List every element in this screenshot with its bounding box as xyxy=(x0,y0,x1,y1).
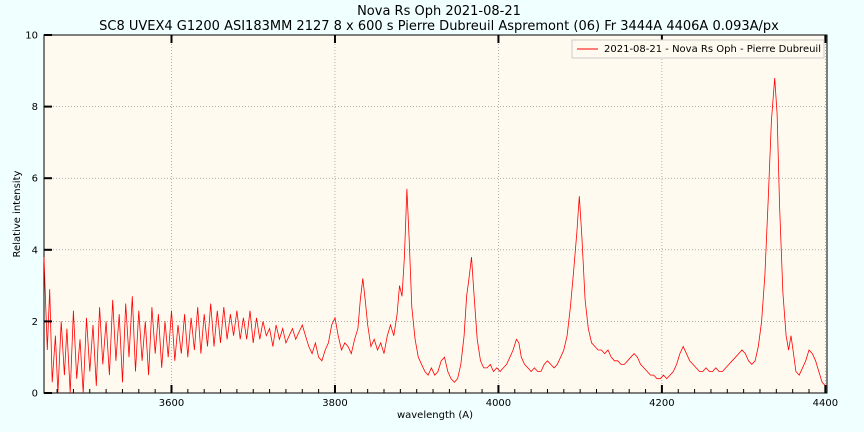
y-tick-label: 2 xyxy=(32,317,38,328)
x-tick-label: 4200 xyxy=(649,398,674,409)
legend: 2021-08-21 - Nova Rs Oph - Pierre Dubreu… xyxy=(571,39,825,59)
x-tick-label: 3800 xyxy=(322,398,347,409)
x-tick-label: 4000 xyxy=(486,398,511,409)
series-layer xyxy=(43,77,826,394)
x-tick-label: 3600 xyxy=(159,398,184,409)
legend-entry: 2021-08-21 - Nova Rs Oph - Pierre Dubreu… xyxy=(604,44,821,55)
chart-subtitle: SC8 UVEX4 G1200 ASI183MM 2127 8 x 600 s … xyxy=(99,19,779,34)
plot-area xyxy=(43,34,828,394)
x-tick-label: 4400 xyxy=(813,398,838,409)
series-line xyxy=(43,77,826,394)
x-axis-label: wavelength (A) xyxy=(397,410,473,421)
tick-layer: 3600 3800 4000 4200 4400 0 2 4 6 8 10 xyxy=(25,31,838,410)
y-tick-label: 8 xyxy=(32,102,38,113)
chart-title: Nova Rs Oph 2021-08-21 xyxy=(357,4,521,19)
y-tick-label: 6 xyxy=(32,174,38,185)
y-tick-label: 4 xyxy=(32,245,38,256)
y-tick-label: 0 xyxy=(32,389,38,400)
y-tick-label: 10 xyxy=(25,31,38,42)
legend-box xyxy=(571,39,825,59)
y-axis-label: Relative intensity xyxy=(12,170,23,257)
